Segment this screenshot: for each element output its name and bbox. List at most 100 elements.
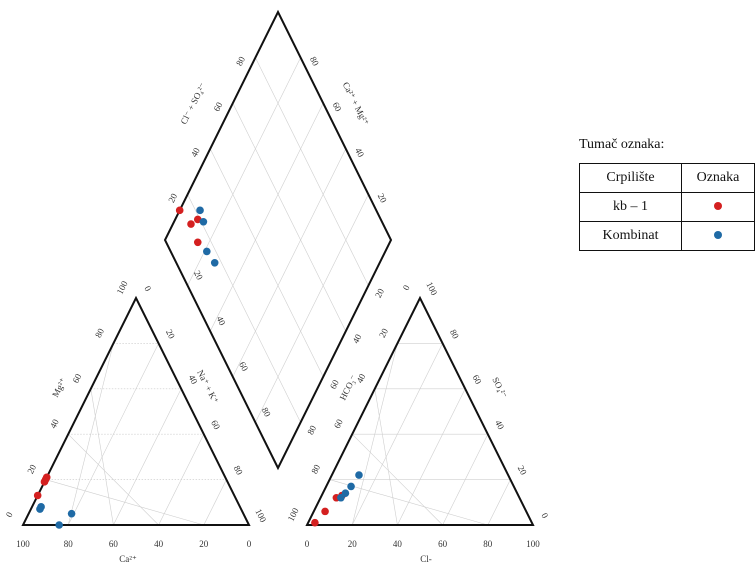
grid-line [442,434,489,526]
tick-label: 60 [109,539,119,549]
tick-labels: 100 80 60 40 20 0 0 20 40 60 80 100 0 20 40 60 80 100 0 20 4… [4,54,551,549]
tick-label: 40 [154,539,164,549]
tick-label: 60 [211,100,224,113]
tick-label: 60 [209,418,222,431]
tick-label: 0 [401,283,412,292]
data-point [347,482,355,491]
anion-left-axis-label: HCO₃⁻ [338,373,359,402]
grid-line [203,479,227,526]
tick-label: 80 [93,326,106,339]
tick-label: 20 [373,286,386,299]
grid-line [209,103,324,332]
legend-header-site: Crpilište [579,163,682,193]
grid-line [45,479,204,526]
legend-site-label: kb – 1 [579,192,682,222]
grid-line [232,103,347,332]
grid-line [67,343,114,526]
grid-line [397,388,466,526]
tick-label: 60 [237,360,250,373]
grid-line [374,388,398,526]
diamond-left-axis-label: Cl⁻ + SO₄²⁻ [179,81,208,126]
legend-header-row: Crpilište Oznaka [579,163,755,193]
grid-line [255,194,369,423]
data-point [67,509,76,518]
red-dot-icon [714,202,722,210]
tick-label: 100 [286,506,301,523]
tick-label: 100 [526,539,540,549]
data-point [193,238,202,247]
grid-line [232,148,347,377]
cation-right-axis-label: Na⁺ + K⁺ [195,368,220,405]
legend: Tumač oznaka: Crpilište Oznaka kb – 1 Ko… [579,137,755,251]
tick-label: 80 [448,328,461,341]
tick-label: 40 [353,146,366,159]
grid-line [487,479,511,526]
tick-label: 0 [4,510,15,519]
tick-label: 40 [215,314,228,327]
grid-line [187,57,301,286]
tick-label: 20 [164,328,177,341]
tick-label: 60 [70,372,83,385]
data-point [187,220,195,228]
axis-labels: Ca²⁺ Mg²⁺ Na⁺ + K⁺ Cl- HCO₃⁻ SO₄²⁻ Cl⁻ + SO₄²⁻… [50,80,509,564]
tick-label: 80 [309,462,322,475]
grid-line [90,388,114,526]
legend-row: Kombinat [579,221,755,251]
anion-bottom-axis-label: Cl- [420,554,432,564]
tick-label: 40 [48,417,61,430]
tick-label: 20 [377,326,390,339]
tick-label: 20 [199,539,209,549]
tick-label: 20 [166,191,179,204]
tick-label: 40 [493,418,506,431]
tick-label: 100 [253,507,268,524]
cation-left-axis-label: Mg²⁺ [50,376,68,399]
tick-label: 60 [438,539,448,549]
grid-line [329,479,488,526]
grid-line [187,194,301,423]
tick-label: 0 [305,539,310,549]
tick-label: 0 [142,284,153,293]
data-point [42,473,51,482]
legend-marker-cell [681,192,755,222]
diamond-frame [163,9,393,471]
tick-label: 20 [25,462,38,475]
grid-line [113,388,182,526]
tick-label: 0 [247,539,252,549]
data-point [355,471,363,479]
tick-label: 60 [331,100,344,113]
diagram-frames [21,9,535,526]
data-point [33,491,42,500]
data-point [311,518,319,527]
grid-line [209,148,324,377]
grid-line [351,433,443,526]
tick-label: 60 [328,378,341,391]
legend-row: kb – 1 [579,192,755,222]
tick-label: 40 [393,539,403,549]
tick-label: 40 [350,332,363,345]
grid-line [67,433,159,526]
legend-site-label: Kombinat [579,221,682,251]
tick-label: 80 [64,539,74,549]
tick-label: 80 [305,423,318,436]
tick-label: 100 [424,280,439,297]
tick-label: 80 [308,55,321,68]
tick-label: 0 [539,511,550,520]
data-point [203,247,211,256]
legend-table: Crpilište Oznaka kb – 1 Kombinat [579,163,755,251]
anion-triangle-frame [305,295,535,526]
tick-label: 40 [189,146,202,159]
grid-lines [45,57,511,526]
grid-line [255,57,369,286]
data-point [321,507,329,516]
legend-title: Tumač oznaka: [579,137,665,152]
cation-bottom-axis-label: Ca²⁺ [119,554,137,564]
tick-label: 80 [232,464,245,477]
tick-label: 60 [471,373,484,386]
legend-header-mark: Oznaka [681,163,755,193]
tick-label: 80 [260,406,273,419]
tick-label: 20 [376,192,389,205]
data-point [196,206,204,215]
grid-line [158,434,205,526]
diamond-right-axis-label: Ca²⁺ + Mg²⁺ [341,80,371,127]
